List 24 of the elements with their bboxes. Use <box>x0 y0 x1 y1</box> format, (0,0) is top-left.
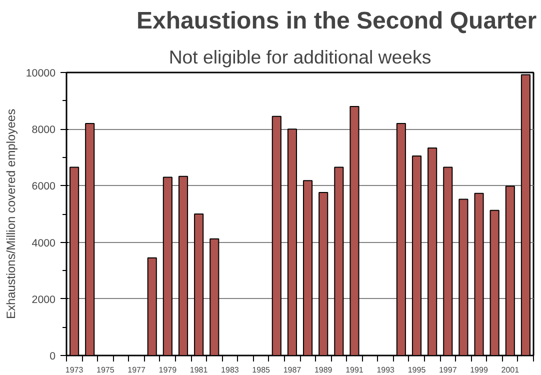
x-tick-label: 1997 <box>438 366 458 374</box>
y-axis-title: Exhaustions/Million covered employees <box>4 108 18 320</box>
x-tick-label: 1985 <box>252 366 271 374</box>
x-tick-label: 1973 <box>65 366 84 374</box>
x-tick-label: 2001 <box>501 366 520 374</box>
x-tick-label: 1983 <box>221 366 240 374</box>
x-tick-label: 1981 <box>190 366 208 374</box>
x-tick-label: 1993 <box>376 366 396 374</box>
x-tick-label: 1979 <box>158 366 178 374</box>
y-tick-label: 2000 <box>32 294 56 306</box>
x-tick-label: 1999 <box>470 366 488 374</box>
y-tick-label: 10000 <box>26 68 56 80</box>
x-tick-label: 1989 <box>314 366 333 374</box>
x-tick-label: 1991 <box>346 366 364 374</box>
y-tick-label: 6000 <box>32 180 56 193</box>
y-tick-label: 4000 <box>32 237 56 250</box>
y-tick-label: 0 <box>50 350 56 362</box>
chart-subtitle: Not eligible for additional weeks <box>168 46 432 68</box>
x-tick-label: 1987 <box>283 366 302 374</box>
x-tick-label: 1975 <box>96 366 115 374</box>
chart-title: Exhaustions in the Second Quarter <box>136 8 537 34</box>
x-tick-label: 1977 <box>128 366 146 374</box>
y-tick-label: 8000 <box>32 124 56 136</box>
x-tick-label: 1995 <box>408 366 426 374</box>
